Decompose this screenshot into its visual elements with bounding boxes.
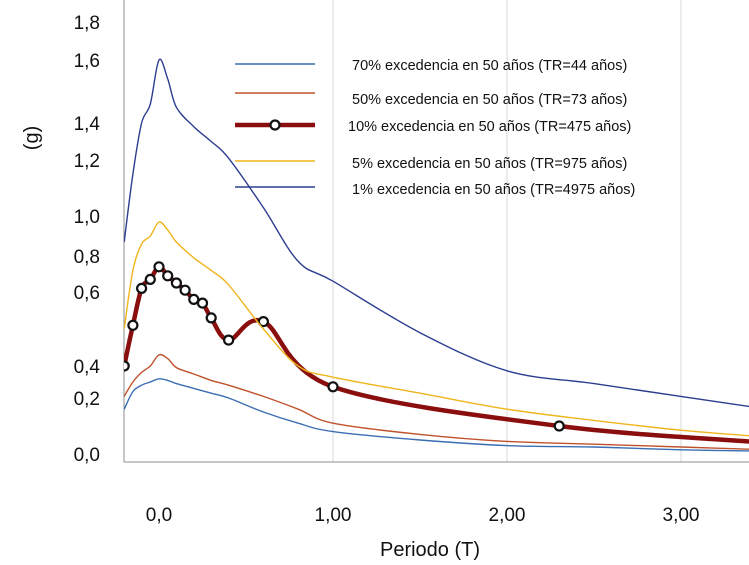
- y-tick-label: 0,2: [74, 389, 100, 410]
- series-line-5: [124, 58, 749, 408]
- series: [124, 58, 749, 452]
- y-tick-label: 0,4: [74, 357, 101, 378]
- data-point-marker: [553, 420, 565, 432]
- y-tick-label: 1,4: [74, 114, 101, 135]
- data-point-marker: [124, 360, 130, 372]
- data-point-marker: [257, 316, 269, 328]
- x-tick-label: 1,00: [315, 505, 352, 526]
- data-point-marker: [162, 270, 174, 282]
- y-tick-label: 1,8: [74, 13, 100, 34]
- x-tick-labels: 0,0 1,00 2,00 3,00: [146, 505, 700, 526]
- x-axis-label: Periodo (T): [380, 539, 480, 561]
- y-tick-labels: 0,0 0,2 0,4 0,6 0,8 1,0 1,2 1,4 1,6 1,8: [74, 13, 101, 466]
- data-point-marker: [136, 282, 148, 294]
- y-tick-label: 0,6: [74, 283, 100, 304]
- data-point-marker: [144, 273, 156, 285]
- data-point-marker: [205, 312, 217, 324]
- legend-label: 5% excedencia en 50 años (TR=975 años): [352, 156, 627, 172]
- data-point-marker: [179, 284, 191, 296]
- legend-marker: [269, 119, 281, 131]
- data-point-marker: [223, 334, 235, 346]
- x-tick-label: 2,00: [489, 505, 526, 526]
- y-tick-label: 1,2: [74, 151, 100, 172]
- x-tick-label: 3,00: [663, 505, 700, 526]
- series-line-4: [124, 221, 749, 437]
- series-line-3: [124, 264, 749, 444]
- data-point-marker: [196, 297, 209, 309]
- y-axis-label: (g): [21, 126, 43, 150]
- series-line-2: [124, 353, 749, 450]
- data-point-marker: [170, 277, 182, 289]
- legend-label: 10% excedencia en 50 años (TR=475 años): [348, 119, 631, 135]
- y-tick-label: 1,0: [74, 207, 100, 228]
- legend: 70% excedencia en 50 años (TR=44 años) 50…: [235, 58, 635, 198]
- x-tick-label: 0,0: [146, 505, 172, 526]
- legend-label: 1% excedencia en 50 años (TR=4975 años): [352, 182, 635, 198]
- legend-label: 70% excedencia en 50 años (TR=44 años): [352, 58, 627, 74]
- data-point-marker: [327, 381, 339, 393]
- legend-label: 50% excedencia en 50 años (TR=73 años): [352, 92, 627, 108]
- axes: [123, 0, 749, 463]
- y-tick-label: 0,0: [74, 445, 100, 466]
- y-tick-label: 0,8: [74, 247, 100, 268]
- data-point-marker: [127, 319, 139, 331]
- data-point-marker: [153, 261, 165, 273]
- y-tick-label: 1,6: [74, 51, 100, 72]
- series-line-1: [124, 378, 749, 452]
